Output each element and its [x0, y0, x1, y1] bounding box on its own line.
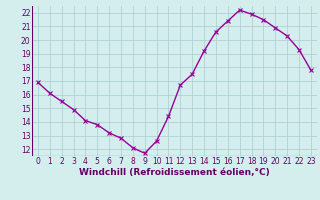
X-axis label: Windchill (Refroidissement éolien,°C): Windchill (Refroidissement éolien,°C) [79, 168, 270, 177]
